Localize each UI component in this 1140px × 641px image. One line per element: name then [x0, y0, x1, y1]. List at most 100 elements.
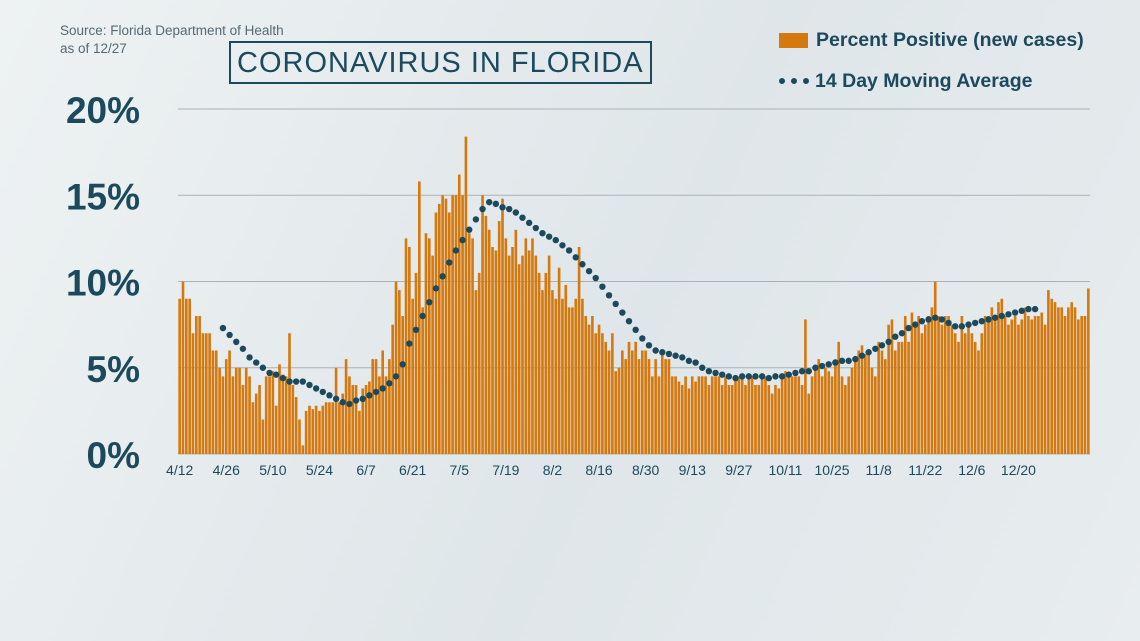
moving-average-dot: [459, 236, 466, 244]
bar: [594, 333, 598, 454]
moving-average-dot: [1005, 311, 1012, 318]
bar: [1020, 319, 1024, 454]
bar: [417, 181, 421, 454]
x-tick-label: 5/24: [306, 462, 333, 478]
bar: [943, 316, 947, 454]
bar: [1003, 316, 1007, 454]
moving-average-dot: [386, 380, 393, 387]
as-of-date: as of 12/27: [60, 41, 127, 56]
bar: [727, 385, 731, 454]
x-tick-label: 7/19: [492, 462, 519, 478]
bar: [354, 385, 358, 454]
bar: [424, 233, 428, 454]
moving-average-dot: [246, 354, 253, 361]
moving-average-dot: [619, 309, 626, 316]
bar: [817, 359, 821, 454]
bar: [537, 272, 541, 454]
moving-average-dot: [312, 385, 320, 392]
bar: [371, 359, 375, 454]
moving-average-dot: [585, 267, 593, 275]
moving-average-dot: [499, 204, 506, 211]
y-tick-label: 0%: [87, 435, 140, 476]
moving-average-dot: [279, 374, 287, 382]
bar: [334, 367, 338, 454]
bar: [973, 341, 977, 454]
bar: [637, 359, 641, 454]
moving-average-dot: [945, 319, 952, 327]
bar: [517, 264, 521, 454]
bar: [404, 238, 408, 454]
bar: [554, 298, 558, 454]
moving-average-dot: [738, 373, 746, 380]
bar: [644, 350, 647, 454]
moving-average-dot: [426, 299, 433, 306]
bar: [1057, 307, 1060, 454]
bar: [757, 385, 761, 454]
legend-label: Percent Positive (new cases): [816, 28, 1084, 51]
bar: [454, 195, 458, 454]
moving-average-dot: [253, 359, 260, 366]
bar: [950, 324, 954, 454]
bar: [707, 385, 711, 454]
bar: [993, 316, 997, 454]
bar: [794, 376, 797, 454]
moving-average-dot: [565, 247, 573, 254]
bar: [1077, 319, 1080, 454]
bar: [318, 410, 321, 454]
bar: [920, 333, 924, 454]
bar: [790, 376, 794, 454]
bar: [251, 402, 255, 454]
moving-average-dot: [372, 388, 380, 396]
x-tick-label: 12/20: [1001, 462, 1036, 478]
bar: [185, 298, 188, 454]
moving-average-dot: [612, 300, 619, 308]
bar: [264, 376, 268, 454]
moving-average-dot: [912, 321, 919, 328]
bar: [650, 376, 654, 454]
bar: [690, 376, 694, 454]
bar: [584, 316, 588, 454]
moving-average-dot: [525, 219, 533, 227]
bar: [734, 376, 737, 454]
moving-average-dot: [932, 314, 939, 321]
bar: [864, 353, 867, 454]
moving-average-dot: [439, 273, 446, 280]
bar: [531, 238, 534, 454]
moving-average-dot: [239, 345, 247, 352]
bar: [441, 195, 444, 454]
bar: [837, 341, 841, 454]
moving-average-dot: [778, 373, 786, 380]
bar: [214, 350, 218, 454]
bar: [1080, 316, 1083, 454]
bar: [244, 367, 248, 454]
moving-average-dot: [925, 316, 932, 323]
bar: [384, 376, 388, 454]
moving-average-dot: [772, 373, 779, 380]
bar: [504, 238, 508, 454]
moving-average-dot: [399, 361, 406, 368]
moving-average-dot: [878, 342, 886, 349]
moving-average-dot: [818, 362, 826, 370]
moving-average-dot: [392, 373, 400, 380]
moving-average-dot: [965, 321, 972, 328]
bar: [394, 281, 398, 454]
bar: [893, 350, 897, 454]
bar: [724, 376, 727, 454]
bar: [557, 267, 561, 454]
x-tick-label: 5/10: [259, 462, 286, 478]
bar: [361, 388, 365, 454]
moving-average-dot: [805, 368, 812, 375]
bar: [860, 345, 864, 454]
bar: [997, 302, 1000, 454]
bar: [368, 381, 371, 454]
bar: [730, 385, 734, 454]
bar: [427, 238, 431, 454]
chart-title: CORONAVIRUS IN FLORIDA: [229, 41, 652, 84]
bar: [281, 374, 285, 454]
moving-average-dot: [592, 274, 599, 282]
bar: [890, 319, 894, 454]
bar: [664, 359, 667, 454]
dotted-line-icon: [779, 78, 809, 84]
bar: [744, 385, 747, 454]
bar: [344, 359, 348, 454]
